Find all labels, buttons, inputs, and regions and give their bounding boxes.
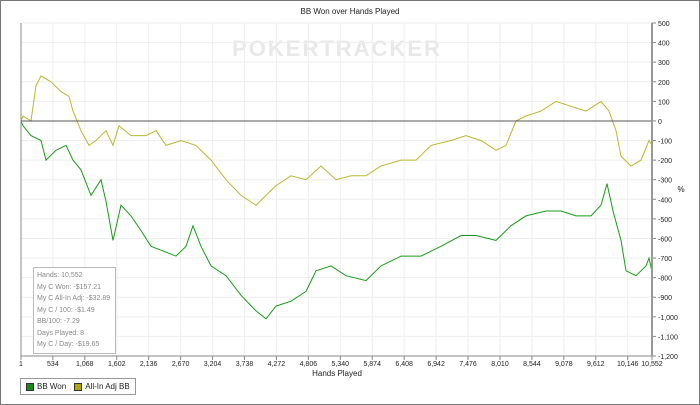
x-tick-label: 10,146	[617, 361, 639, 368]
y-tick-label: 300	[658, 60, 670, 67]
series-line-all-in-adj-bb	[20, 75, 653, 206]
y-tick-label: -700	[658, 256, 672, 263]
legend-label: BB Won	[37, 382, 67, 391]
y-tick-label: -200	[658, 158, 672, 165]
y-tick-label: -800	[658, 276, 672, 283]
x-tick-label: 8,010	[491, 361, 509, 368]
stat-line: Hands: 10,552	[37, 272, 83, 279]
stat-line: My C Won: -$157.21	[37, 283, 102, 291]
legend-item: All-In Adj BB	[74, 382, 130, 391]
y-tick-label: 0	[658, 119, 662, 126]
y-tick-label: -600	[658, 236, 672, 243]
stat-line: My C All-In Adj: -$32.89	[37, 295, 111, 302]
axes: 500 400 300 200 100 0 -100 -200 -300 -400 -500 -600…	[19, 21, 678, 368]
x-tick-label: 3,204	[204, 361, 222, 368]
stat-line: My C / Day: -$19.65	[37, 341, 100, 348]
y-tick-label: -1,100	[658, 334, 678, 341]
y-tick-label: -500	[658, 217, 672, 224]
x-tick-label: 1	[19, 361, 23, 368]
y-tick-label: 500	[658, 21, 670, 28]
y-tick-label: -1,000	[658, 315, 678, 322]
x-tick-label: 3,738	[236, 361, 254, 368]
x-axis-label: Hands Played	[312, 369, 362, 378]
grid	[20, 22, 653, 357]
x-tick-label: 1,068	[76, 361, 94, 368]
x-tick-label: 534	[47, 361, 59, 368]
x-tick-label: 4,806	[300, 361, 318, 368]
series-lines	[20, 75, 653, 320]
stat-line: My C / 100: -$1.49	[37, 306, 95, 314]
x-tick-label: 5,340	[332, 361, 350, 368]
y-tick-label: -400	[658, 197, 672, 204]
y-tick-label: -300	[658, 178, 672, 185]
x-tick-label: 9,612	[587, 361, 605, 368]
stat-line: Days Played: 8	[37, 329, 85, 337]
y-tick-label: 200	[658, 80, 670, 87]
legend: BB Won All-In Adj BB	[20, 378, 136, 395]
x-tick-label: 6,942	[427, 361, 445, 368]
x-tick-label: 1,602	[108, 361, 126, 368]
legend-swatch	[26, 382, 34, 391]
x-tick-label: 6,408	[395, 361, 413, 368]
y-tick-label: -1,200	[658, 354, 678, 361]
x-tick-label: 5,874	[363, 361, 381, 368]
y-tick-label: 100	[658, 99, 670, 106]
legend-swatch	[74, 382, 83, 391]
y-tick-label: -900	[658, 295, 672, 302]
chart-title: BB Won over Hands Played	[300, 7, 399, 16]
stats-box: Hands: 10,552 My C Won: -$157.21 My C All-…	[33, 267, 116, 354]
legend-item: BB Won	[26, 382, 66, 391]
y-tick-label: 400	[658, 41, 670, 48]
stat-line: BB/100: -7.29	[37, 318, 80, 325]
x-tick-label: 7,476	[459, 361, 477, 368]
legend-label: All-In Adj BB	[85, 382, 130, 391]
watermark-logo: POKERTRACKER	[232, 36, 442, 61]
y-axis-label: %	[677, 185, 684, 194]
x-tick-label: 2,136	[140, 361, 158, 368]
x-tick-label: 10,552	[641, 361, 663, 368]
x-tick-label: 4,272	[268, 361, 286, 368]
y-tick-label: -100	[658, 139, 672, 146]
x-tick-label: 9,078	[555, 361, 573, 368]
x-tick-label: 8,544	[523, 361, 541, 368]
x-tick-label: 2,670	[172, 361, 190, 368]
series-line-bb-won	[20, 120, 653, 320]
